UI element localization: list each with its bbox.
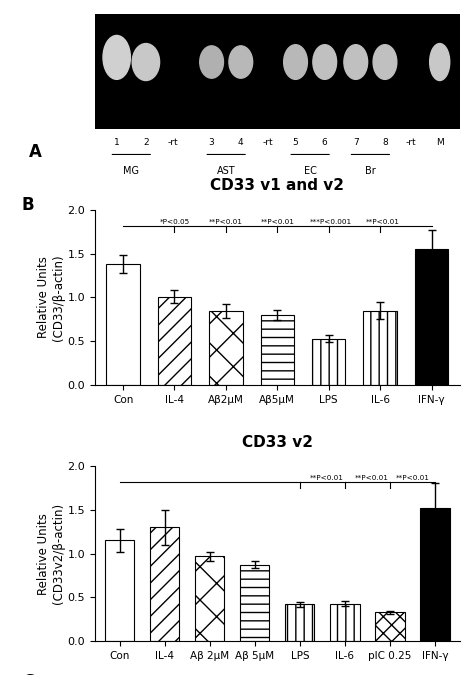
Bar (195, 556, 224, 641)
Text: 5: 5 (292, 138, 299, 147)
Bar (375, 612, 405, 641)
Bar (240, 565, 269, 641)
Bar (285, 604, 314, 641)
Text: -rt: -rt (405, 138, 416, 147)
Bar (420, 508, 450, 641)
Text: **P<0.01: **P<0.01 (209, 219, 243, 225)
Title: CD33 v1 and v2: CD33 v1 and v2 (210, 178, 344, 194)
Text: -rt: -rt (263, 138, 273, 147)
Text: **P<0.01: **P<0.01 (366, 219, 400, 225)
Bar (415, 249, 448, 385)
Ellipse shape (283, 45, 308, 80)
Ellipse shape (132, 44, 160, 80)
Bar (312, 339, 346, 385)
Y-axis label: Relative Units
(CD33v2/β-actin): Relative Units (CD33v2/β-actin) (36, 503, 64, 604)
Title: CD33 v2: CD33 v2 (242, 435, 313, 450)
Text: EC: EC (304, 166, 317, 176)
Text: 2: 2 (143, 138, 149, 147)
Text: 4: 4 (238, 138, 244, 147)
Ellipse shape (229, 46, 253, 78)
Ellipse shape (313, 45, 337, 80)
Text: B: B (22, 196, 35, 214)
Bar (330, 603, 359, 641)
Ellipse shape (344, 45, 368, 80)
Text: **P<0.01: **P<0.01 (310, 475, 344, 481)
Y-axis label: Relative Units
(CD33/β-actin): Relative Units (CD33/β-actin) (36, 254, 64, 341)
Text: Br: Br (365, 166, 376, 176)
Text: MG: MG (123, 166, 139, 176)
Ellipse shape (103, 36, 130, 80)
Text: **P<0.01: **P<0.01 (355, 475, 389, 481)
Ellipse shape (373, 45, 397, 80)
Text: 1: 1 (114, 138, 119, 147)
Text: *P<0.05: *P<0.05 (159, 219, 190, 225)
Text: 8: 8 (382, 138, 388, 147)
Text: 3: 3 (209, 138, 214, 147)
Text: **P<0.01: **P<0.01 (395, 475, 429, 481)
Ellipse shape (429, 44, 450, 80)
Text: AST: AST (217, 166, 236, 176)
Text: M: M (436, 138, 444, 147)
Ellipse shape (200, 46, 223, 78)
Bar (158, 296, 191, 385)
Text: **P<0.01: **P<0.01 (260, 219, 294, 225)
Text: ***P<0.001: ***P<0.001 (310, 219, 352, 225)
Text: A: A (29, 143, 42, 161)
Bar (106, 264, 140, 385)
Text: 6: 6 (322, 138, 328, 147)
Text: C: C (22, 673, 34, 675)
Bar (261, 315, 294, 385)
Bar (364, 310, 397, 385)
Text: 7: 7 (353, 138, 359, 147)
Bar (150, 527, 179, 641)
Bar (209, 310, 243, 385)
Text: -rt: -rt (168, 138, 179, 147)
Bar (105, 541, 134, 641)
